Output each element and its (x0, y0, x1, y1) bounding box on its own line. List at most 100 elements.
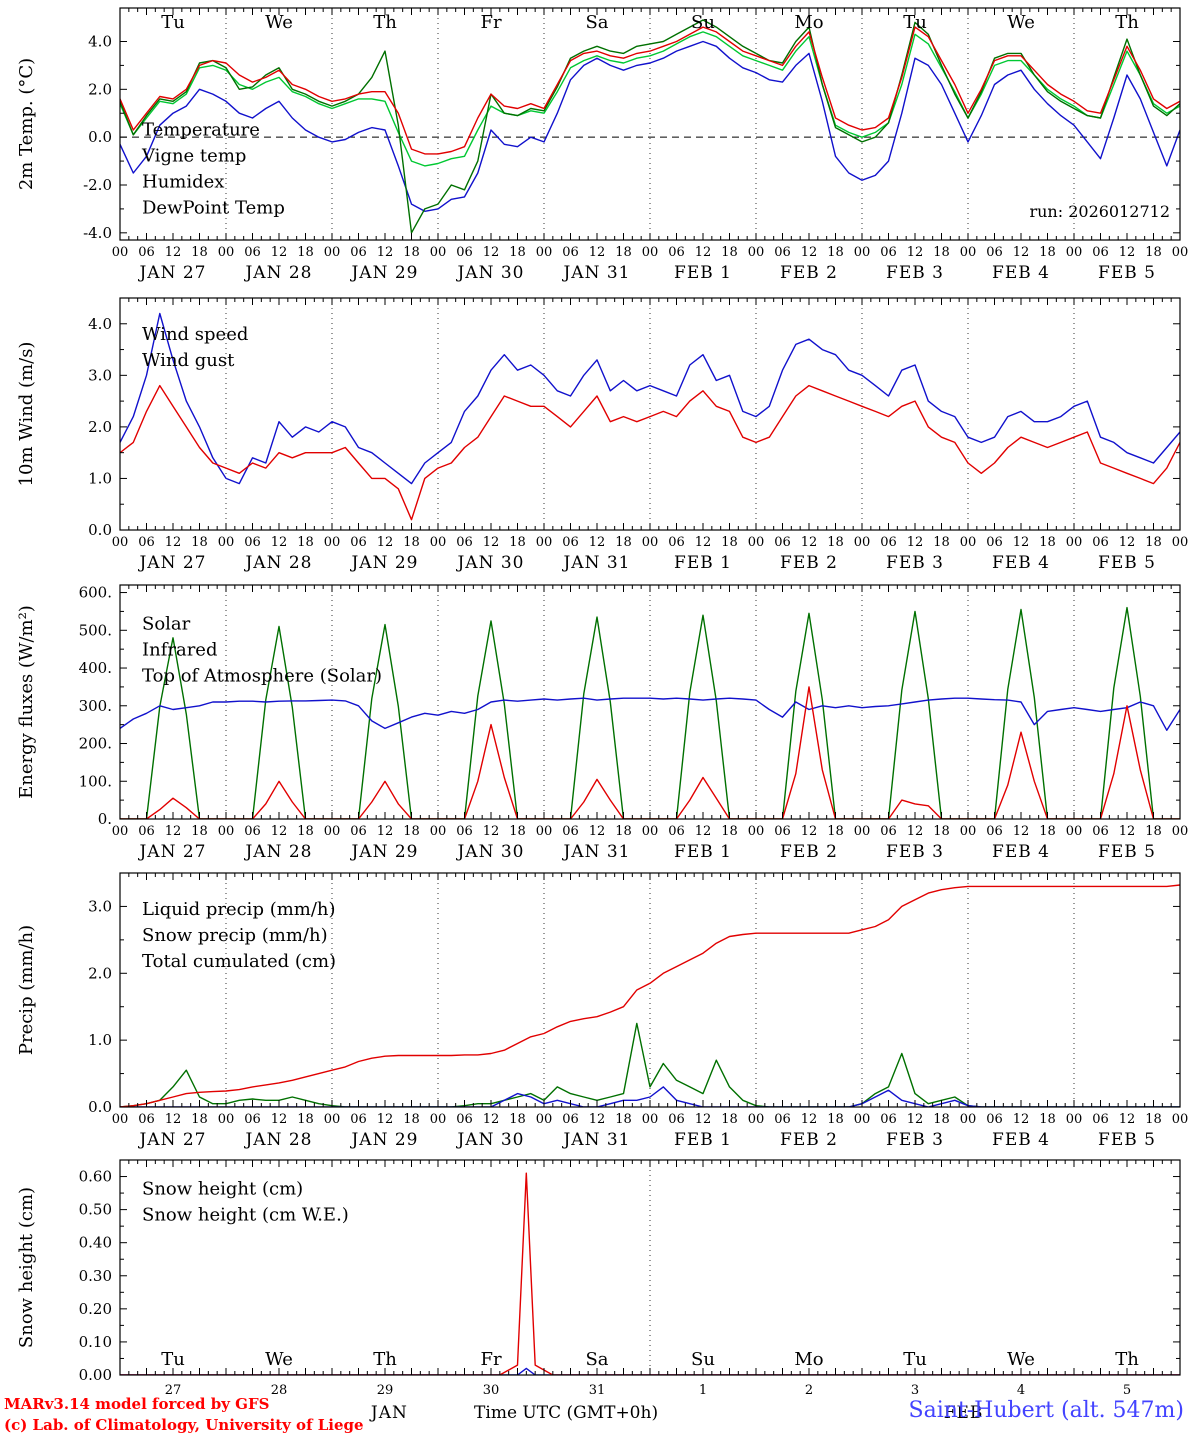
svg-text:FEB 3: FEB 3 (886, 842, 944, 862)
svg-text:Mo: Mo (794, 12, 823, 33)
svg-text:FEB 3: FEB 3 (886, 1130, 944, 1150)
svg-text:JAN 27: JAN 27 (137, 553, 206, 573)
svg-text:06: 06 (244, 1112, 261, 1127)
svg-text:18: 18 (1039, 245, 1056, 260)
svg-text:Sa: Sa (585, 12, 608, 33)
svg-text:00: 00 (112, 824, 129, 839)
model-credit: MARv3.14 model forced by GFS (c) Lab. of… (4, 1394, 364, 1436)
svg-text:Th: Th (373, 1349, 397, 1370)
svg-text:18: 18 (1145, 535, 1162, 550)
svg-text:0.0: 0.0 (88, 1098, 112, 1116)
svg-text:FEB 5: FEB 5 (1098, 553, 1156, 573)
svg-text:18: 18 (509, 1112, 526, 1127)
svg-text:0.0: 0.0 (88, 128, 112, 146)
svg-text:00: 00 (218, 1112, 235, 1127)
svg-text:4: 4 (1017, 1383, 1025, 1398)
svg-text:00: 00 (748, 245, 765, 260)
svg-text:JAN 31: JAN 31 (561, 553, 630, 573)
svg-text:12: 12 (695, 245, 712, 260)
svg-text:0.60: 0.60 (79, 1168, 112, 1186)
svg-text:00: 00 (748, 824, 765, 839)
svg-text:Energy fluxes (W/m²): Energy fluxes (W/m²) (16, 605, 37, 799)
svg-text:JAN 27: JAN 27 (137, 842, 206, 862)
svg-text:00: 00 (960, 245, 977, 260)
model-credit-line1: MARv3.14 model forced by GFS (4, 1395, 270, 1413)
svg-text:18: 18 (1039, 1112, 1056, 1127)
svg-text:Snow height (cm): Snow height (cm) (16, 1187, 37, 1348)
svg-text:18: 18 (933, 245, 950, 260)
svg-text:FEB 2: FEB 2 (780, 553, 838, 573)
svg-text:Wind gust: Wind gust (142, 350, 235, 371)
svg-text:2.0: 2.0 (88, 964, 112, 982)
svg-text:Temperature: Temperature (142, 120, 260, 141)
svg-text:27: 27 (165, 1383, 182, 1398)
svg-text:18: 18 (1145, 824, 1162, 839)
svg-text:12: 12 (907, 1112, 924, 1127)
svg-text:12: 12 (1013, 1112, 1030, 1127)
svg-text:06: 06 (668, 535, 685, 550)
svg-text:00: 00 (218, 245, 235, 260)
svg-text:Tu: Tu (161, 12, 185, 33)
svg-text:00: 00 (854, 535, 871, 550)
svg-text:Total cumulated (cm): Total cumulated (cm) (142, 951, 336, 972)
svg-text:18: 18 (403, 1112, 420, 1127)
svg-text:06: 06 (1092, 824, 1109, 839)
svg-text:12: 12 (695, 535, 712, 550)
svg-text:400.: 400. (79, 659, 112, 677)
svg-text:00: 00 (642, 1112, 659, 1127)
svg-text:12: 12 (695, 1112, 712, 1127)
svg-text:1: 1 (699, 1383, 707, 1398)
svg-text:00: 00 (430, 245, 447, 260)
svg-text:Th: Th (1115, 12, 1139, 33)
svg-text:18: 18 (827, 824, 844, 839)
svg-text:06: 06 (456, 535, 473, 550)
svg-text:FEB 2: FEB 2 (780, 263, 838, 283)
svg-text:18: 18 (297, 1112, 314, 1127)
svg-text:Solar: Solar (142, 613, 191, 634)
svg-text:30: 30 (483, 1383, 500, 1398)
svg-text:12: 12 (377, 245, 394, 260)
svg-text:12: 12 (1013, 245, 1030, 260)
svg-text:12: 12 (1119, 245, 1136, 260)
svg-text:FEB 1: FEB 1 (674, 263, 732, 283)
svg-text:JAN 30: JAN 30 (455, 1130, 524, 1150)
svg-text:06: 06 (562, 535, 579, 550)
svg-text:0.0: 0.0 (88, 521, 112, 539)
svg-text:12: 12 (1119, 824, 1136, 839)
svg-text:06: 06 (456, 1112, 473, 1127)
svg-text:Wind speed: Wind speed (142, 324, 248, 345)
svg-text:18: 18 (191, 824, 208, 839)
svg-text:100.: 100. (79, 772, 112, 790)
svg-text:06: 06 (244, 245, 261, 260)
svg-text:4.0: 4.0 (88, 315, 112, 333)
svg-text:00: 00 (960, 824, 977, 839)
svg-text:06: 06 (880, 245, 897, 260)
svg-text:JAN: JAN (369, 1403, 408, 1423)
svg-text:2.0: 2.0 (88, 80, 112, 98)
svg-text:DewPoint Temp: DewPoint Temp (142, 198, 285, 219)
svg-text:12: 12 (271, 1112, 288, 1127)
svg-text:18: 18 (721, 245, 738, 260)
svg-text:0.: 0. (98, 810, 112, 828)
svg-text:12: 12 (1013, 824, 1030, 839)
svg-text:FEB 1: FEB 1 (674, 1130, 732, 1150)
svg-text:0.00: 0.00 (79, 1366, 112, 1384)
svg-text:600.: 600. (79, 584, 112, 602)
svg-text:06: 06 (456, 824, 473, 839)
svg-text:06: 06 (456, 245, 473, 260)
svg-text:Liquid precip (mm/h): Liquid precip (mm/h) (142, 899, 336, 920)
svg-text:00: 00 (854, 245, 871, 260)
svg-text:JAN 27: JAN 27 (137, 263, 206, 283)
svg-text:12: 12 (483, 535, 500, 550)
svg-text:00: 00 (324, 824, 341, 839)
svg-text:00: 00 (536, 245, 553, 260)
svg-text:FEB 2: FEB 2 (780, 1130, 838, 1150)
svg-text:12: 12 (271, 245, 288, 260)
svg-text:We: We (265, 1349, 293, 1370)
svg-text:06: 06 (668, 824, 685, 839)
svg-text:FEB 4: FEB 4 (992, 263, 1050, 283)
svg-text:12: 12 (589, 1112, 606, 1127)
svg-text:12: 12 (165, 535, 182, 550)
panel-10m-wind: 00 06 12 18 00 06 12 18 00 06 12 18 00 06 12 18 00 06 12 18… (16, 297, 1188, 573)
svg-text:18: 18 (1145, 1112, 1162, 1127)
